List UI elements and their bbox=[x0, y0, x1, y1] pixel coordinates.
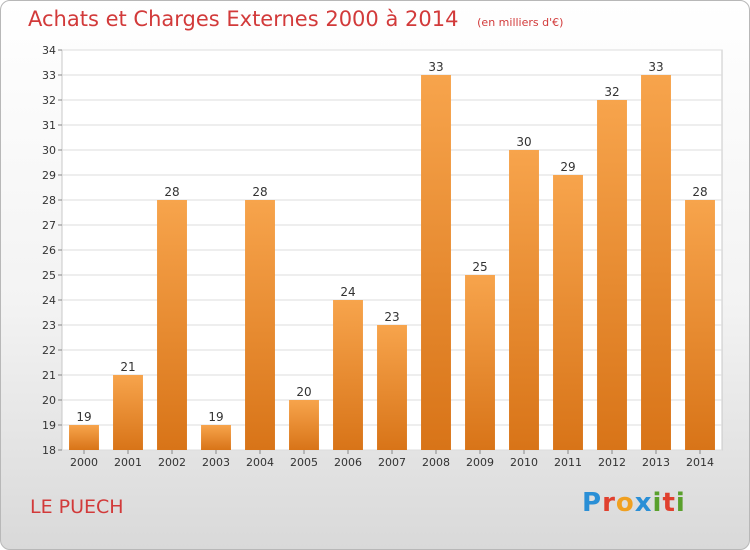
bar-value-label: 28 bbox=[252, 185, 267, 199]
x-tick-label: 2014 bbox=[686, 456, 714, 469]
y-tick-label: 25 bbox=[42, 269, 56, 282]
logo-letter: r bbox=[602, 488, 616, 518]
x-tick-label: 2006 bbox=[334, 456, 362, 469]
bar-value-label: 30 bbox=[516, 135, 531, 149]
place-name: LE PUECH bbox=[30, 496, 124, 518]
chart-title-text: Achats et Charges Externes 2000 à 2014 bbox=[28, 7, 459, 31]
y-tick-label: 24 bbox=[42, 294, 56, 307]
bar-2014 bbox=[685, 200, 715, 450]
logo-letter: x bbox=[634, 488, 653, 518]
bar-2002 bbox=[157, 200, 187, 450]
logo-letter: t bbox=[662, 488, 676, 518]
y-tick-label: 22 bbox=[42, 344, 56, 357]
bar-value-label: 28 bbox=[692, 185, 707, 199]
bar-2004 bbox=[245, 200, 275, 450]
x-tick-label: 2013 bbox=[642, 456, 670, 469]
x-tick-label: 2007 bbox=[378, 456, 406, 469]
bar-2001 bbox=[113, 375, 143, 450]
x-tick-label: 2008 bbox=[422, 456, 450, 469]
chart-title: Achats et Charges Externes 2000 à 2014 (… bbox=[28, 7, 563, 31]
bar-2003 bbox=[201, 425, 231, 450]
bar-value-label: 33 bbox=[648, 60, 663, 74]
x-tick-label: 2003 bbox=[202, 456, 230, 469]
proxiti-logo[interactable]: Proxiti bbox=[582, 488, 686, 518]
y-tick-label: 21 bbox=[42, 369, 56, 382]
bar-2007 bbox=[377, 325, 407, 450]
y-tick-label: 20 bbox=[42, 394, 56, 407]
bar-2012 bbox=[597, 100, 627, 450]
bar-2005 bbox=[289, 400, 319, 450]
y-tick-label: 31 bbox=[42, 119, 56, 132]
bar-2009 bbox=[465, 275, 495, 450]
x-tick-label: 2009 bbox=[466, 456, 494, 469]
y-tick-label: 19 bbox=[42, 419, 56, 432]
x-tick-label: 2004 bbox=[246, 456, 274, 469]
x-tick-label: 2005 bbox=[290, 456, 318, 469]
y-tick-label: 26 bbox=[42, 244, 56, 257]
chart-subtitle: (en milliers d'€) bbox=[477, 16, 564, 29]
bar-value-label: 19 bbox=[76, 410, 91, 424]
y-tick-label: 28 bbox=[42, 194, 56, 207]
bar-2010 bbox=[509, 150, 539, 450]
y-tick-label: 18 bbox=[42, 444, 56, 457]
y-tick-label: 33 bbox=[42, 69, 56, 82]
bar-value-label: 19 bbox=[208, 410, 223, 424]
x-tick-label: 2011 bbox=[554, 456, 582, 469]
bar-value-label: 21 bbox=[120, 360, 135, 374]
y-tick-label: 23 bbox=[42, 319, 56, 332]
x-tick-label: 2012 bbox=[598, 456, 626, 469]
bar-value-label: 24 bbox=[340, 285, 355, 299]
y-axis: 18 19 20 21 22 23 24 25 26 27 28 29 30 31 32 33 34 bbox=[42, 44, 62, 457]
y-tick-label: 27 bbox=[42, 219, 56, 232]
x-tick-label: 2002 bbox=[158, 456, 186, 469]
logo-letter: i bbox=[652, 488, 663, 518]
bar-2011 bbox=[553, 175, 583, 450]
bar-2006 bbox=[333, 300, 363, 450]
bar-2013 bbox=[641, 75, 671, 450]
y-tick-label: 30 bbox=[42, 144, 56, 157]
bar-2000 bbox=[69, 425, 99, 450]
y-tick-label: 34 bbox=[42, 44, 56, 57]
x-tick-label: 2010 bbox=[510, 456, 538, 469]
logo-letter: P bbox=[582, 488, 603, 518]
bar-value-label: 25 bbox=[472, 260, 487, 274]
y-tick-label: 32 bbox=[42, 94, 56, 107]
x-axis: 2000 2001 2002 2003 2004 2005 2006 2007 2008 2009… bbox=[70, 450, 714, 469]
bar-value-label: 33 bbox=[428, 60, 443, 74]
logo-letter: o bbox=[615, 488, 635, 518]
bar-2008 bbox=[421, 75, 451, 450]
bar-value-label: 32 bbox=[604, 85, 619, 99]
bar-value-label: 29 bbox=[560, 160, 575, 174]
logo-letter: i bbox=[675, 488, 686, 518]
bar-value-label: 23 bbox=[384, 310, 399, 324]
bars: 19 21 28 19 28 20 24 23 33 25 30 29 32 33 28 bbox=[69, 60, 715, 450]
x-tick-label: 2000 bbox=[70, 456, 98, 469]
x-tick-label: 2001 bbox=[114, 456, 142, 469]
bar-value-label: 20 bbox=[296, 385, 311, 399]
y-tick-label: 29 bbox=[42, 169, 56, 182]
bar-value-label: 28 bbox=[164, 185, 179, 199]
